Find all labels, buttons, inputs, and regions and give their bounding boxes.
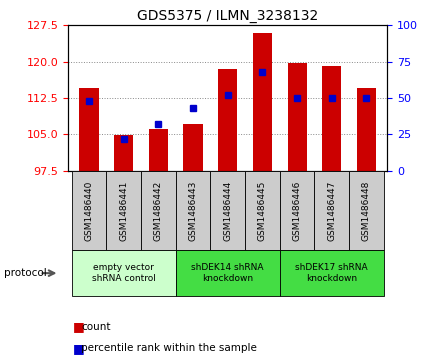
Title: GDS5375 / ILMN_3238132: GDS5375 / ILMN_3238132 bbox=[137, 9, 318, 23]
Text: GSM1486444: GSM1486444 bbox=[223, 180, 232, 241]
Bar bbox=[210, 171, 245, 250]
Bar bbox=[176, 171, 210, 250]
Bar bbox=[114, 135, 133, 171]
Bar bbox=[245, 171, 280, 250]
Bar bbox=[357, 88, 376, 171]
Text: percentile rank within the sample: percentile rank within the sample bbox=[81, 343, 257, 354]
Bar bbox=[315, 171, 349, 250]
Bar bbox=[72, 250, 176, 296]
Text: GSM1486447: GSM1486447 bbox=[327, 180, 336, 241]
Text: GSM1486448: GSM1486448 bbox=[362, 180, 371, 241]
Text: count: count bbox=[81, 322, 111, 332]
Text: GSM1486443: GSM1486443 bbox=[188, 180, 198, 241]
Bar bbox=[141, 171, 176, 250]
Bar bbox=[106, 171, 141, 250]
Bar bbox=[253, 33, 272, 171]
Text: shDEK14 shRNA
knockdown: shDEK14 shRNA knockdown bbox=[191, 264, 264, 283]
Bar bbox=[183, 124, 202, 171]
Bar bbox=[149, 129, 168, 171]
Bar bbox=[349, 171, 384, 250]
Text: GSM1486445: GSM1486445 bbox=[258, 180, 267, 241]
Bar bbox=[72, 171, 106, 250]
Text: ■: ■ bbox=[73, 320, 84, 333]
Bar bbox=[287, 63, 307, 171]
Text: GSM1486442: GSM1486442 bbox=[154, 180, 163, 241]
Text: shDEK17 shRNA
knockdown: shDEK17 shRNA knockdown bbox=[295, 264, 368, 283]
Bar bbox=[218, 69, 237, 171]
Bar bbox=[280, 171, 315, 250]
Text: GSM1486440: GSM1486440 bbox=[84, 180, 94, 241]
Text: ■: ■ bbox=[73, 342, 84, 355]
Text: GSM1486441: GSM1486441 bbox=[119, 180, 128, 241]
Bar bbox=[176, 250, 280, 296]
Text: protocol: protocol bbox=[4, 268, 47, 278]
Bar bbox=[322, 66, 341, 171]
Text: GSM1486446: GSM1486446 bbox=[293, 180, 301, 241]
Text: empty vector
shRNA control: empty vector shRNA control bbox=[92, 264, 156, 283]
Bar bbox=[280, 250, 384, 296]
Bar bbox=[80, 88, 99, 171]
